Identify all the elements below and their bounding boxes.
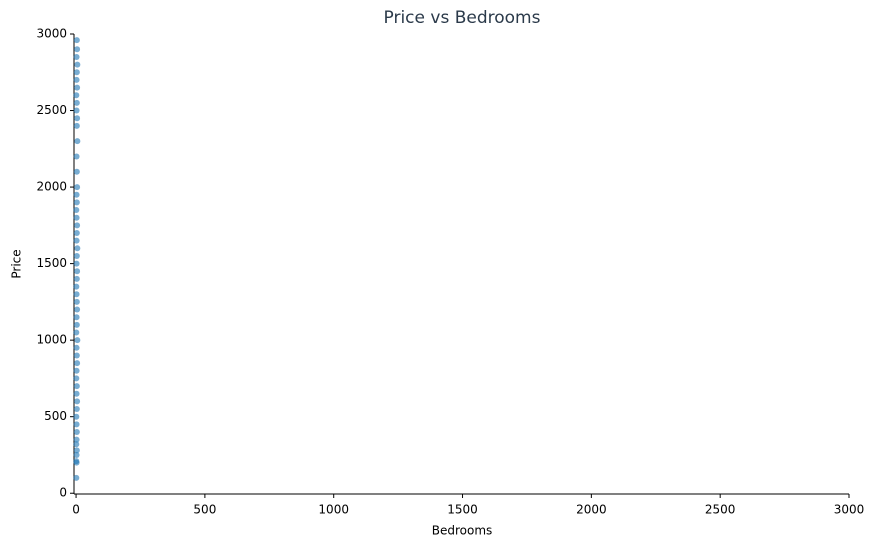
y-tick-label: 2500 — [36, 103, 67, 117]
point — [73, 413, 80, 420]
point — [73, 329, 80, 336]
point — [73, 99, 80, 106]
point — [73, 451, 80, 458]
point — [74, 337, 81, 344]
point — [73, 436, 80, 443]
point — [73, 344, 80, 351]
point — [74, 268, 81, 275]
point — [73, 37, 80, 44]
point — [73, 321, 80, 328]
point — [73, 421, 80, 428]
point — [73, 107, 80, 114]
point — [73, 275, 80, 282]
x-tick-label: 2000 — [576, 503, 607, 517]
x-tick-label: 3000 — [834, 503, 865, 517]
point — [73, 76, 80, 83]
point — [73, 383, 80, 390]
point — [73, 260, 80, 267]
point — [73, 252, 80, 259]
point — [73, 367, 80, 374]
x-axis-label: Bedrooms — [432, 524, 493, 538]
point — [74, 184, 81, 191]
point — [73, 237, 80, 244]
point — [73, 92, 80, 99]
y-tick-label: 1500 — [36, 256, 67, 270]
point — [73, 199, 80, 206]
y-tick-label: 0 — [59, 486, 67, 500]
y-tick-label: 3000 — [36, 27, 67, 41]
point — [73, 474, 80, 481]
y-tick-label: 1000 — [36, 333, 67, 347]
point — [73, 375, 80, 382]
point — [73, 441, 80, 448]
point — [73, 283, 80, 290]
point — [73, 230, 80, 237]
x-tick-label: 1000 — [318, 503, 349, 517]
point — [73, 406, 80, 413]
point — [73, 314, 80, 321]
point — [74, 398, 81, 405]
y-tick-label: 2000 — [36, 180, 67, 194]
point — [73, 53, 80, 60]
point — [74, 222, 81, 229]
point — [73, 122, 80, 129]
point — [73, 191, 80, 198]
point — [73, 291, 80, 298]
point — [74, 360, 81, 367]
point — [73, 458, 80, 465]
point — [73, 207, 80, 214]
point — [73, 298, 80, 305]
point — [74, 306, 81, 313]
point — [73, 153, 80, 160]
x-tick-label: 500 — [193, 503, 216, 517]
point — [74, 84, 81, 91]
y-tick-label: 500 — [44, 409, 67, 423]
x-tick-label: 2500 — [705, 503, 736, 517]
point — [73, 352, 80, 359]
chart-title: Price vs Bedrooms — [384, 8, 541, 28]
x-tick-label: 0 — [72, 503, 80, 517]
point — [73, 429, 80, 436]
point — [73, 390, 80, 397]
point — [74, 46, 81, 53]
point — [73, 69, 80, 76]
y-axis-label: Price — [10, 249, 24, 278]
point — [73, 168, 80, 175]
point — [73, 214, 80, 221]
point — [74, 245, 81, 252]
x-tick-label: 1500 — [447, 503, 478, 517]
point — [74, 61, 81, 68]
point — [74, 115, 81, 122]
point — [74, 138, 81, 145]
point — [73, 447, 80, 454]
